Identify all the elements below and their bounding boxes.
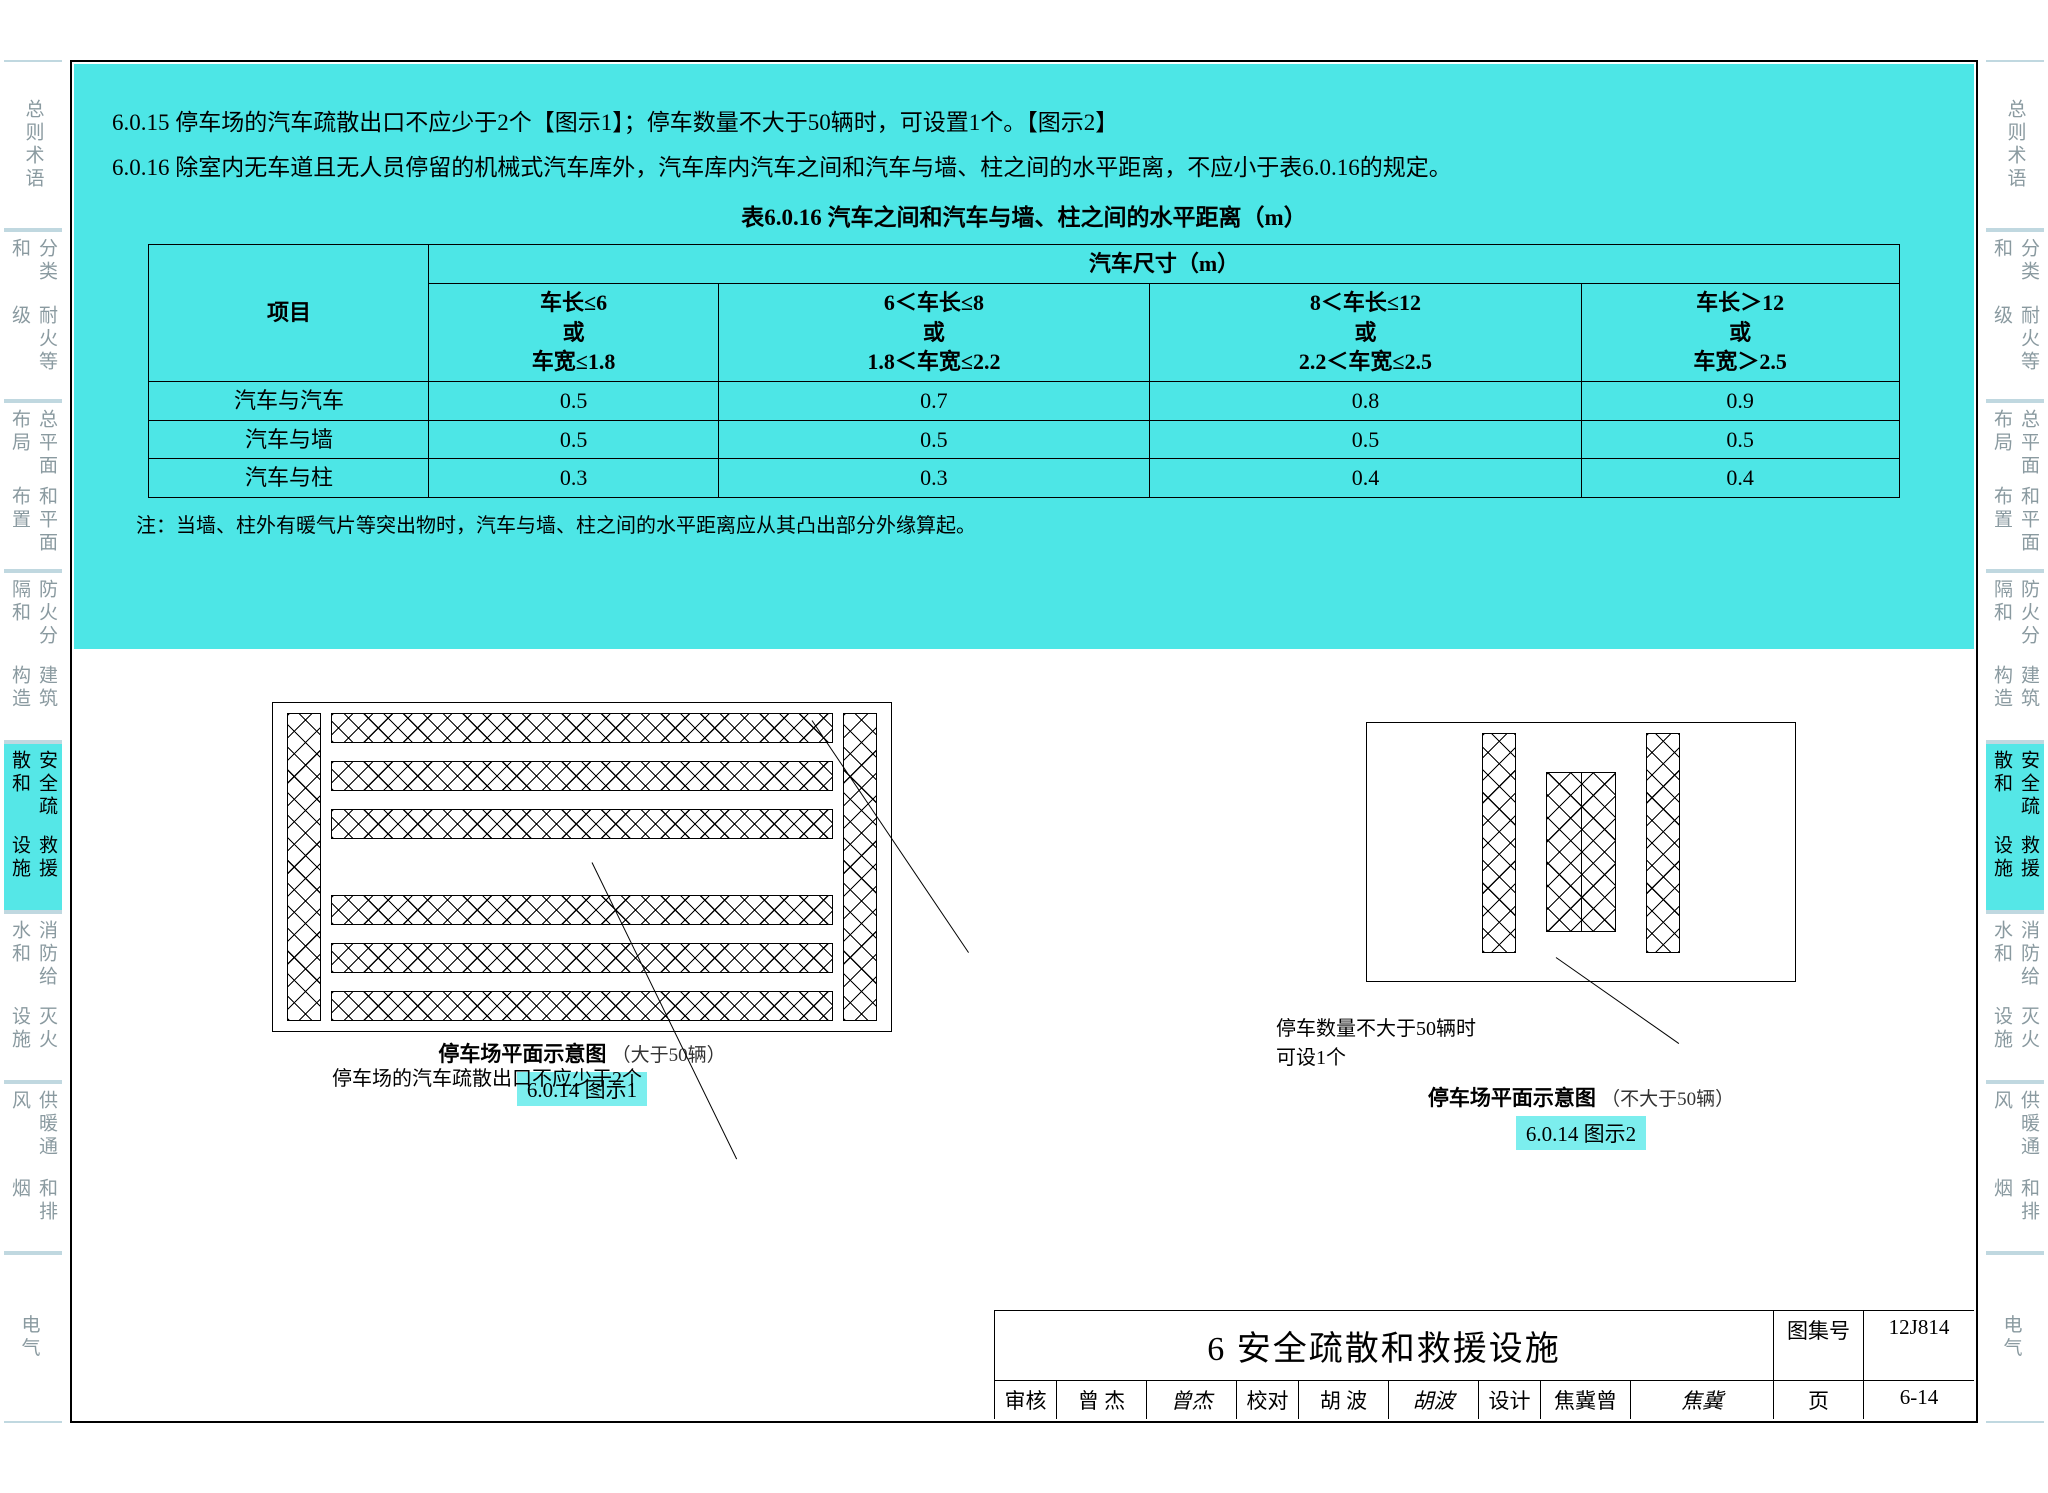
parking-row-center — [1546, 772, 1616, 932]
cell: 0.4 — [1581, 459, 1899, 498]
side-tab[interactable]: 分类和耐火等级 — [1986, 230, 2044, 400]
row-name: 汽车与墙 — [149, 420, 429, 459]
col-head: 汽车尺寸（m） — [429, 245, 1899, 284]
diagram-area: 停车场的汽车疏散出口不应少于2个 停车场平面示意图 （大于50辆） 6.0.14… — [112, 702, 1936, 1301]
side-tabs-right: 总则术语分类和耐火等级总平面布局和平面布置防火分隔和建筑构造安全疏散和救援设施消… — [1986, 60, 2044, 1423]
side-tab[interactable]: 总平面布局和平面布置 — [1986, 401, 2044, 571]
check-label: 校对 — [1237, 1381, 1299, 1419]
callout-2: 停车数量不大于50辆时 可设1个 — [1276, 1012, 1476, 1070]
parking-lot-2 — [1366, 722, 1796, 982]
cell: 0.8 — [1150, 381, 1582, 420]
side-tab[interactable]: 总则术语 — [4, 60, 62, 230]
side-tab[interactable]: 供暖通风和排烟 — [1986, 1082, 2044, 1252]
design-sign: 焦冀 — [1631, 1381, 1774, 1419]
title-block: 6 安全疏散和救援设施 图集号 12J814 审核 曾 杰 曾杰 校对 胡 波 … — [994, 1310, 1974, 1419]
side-tab[interactable]: 消防给水和灭火设施 — [4, 912, 62, 1082]
parking-row-vertical — [843, 713, 877, 1021]
table-note: 注：当墙、柱外有暖气片等突出物时，汽车与墙、柱之间的水平距离应从其凸出部分外缘算… — [136, 508, 1936, 544]
cell: 0.5 — [1581, 420, 1899, 459]
cell: 0.3 — [718, 459, 1150, 498]
cell: 0.5 — [1150, 420, 1582, 459]
diagram-2: 停车数量不大于50辆时 可设1个 停车场平面示意图 （不大于50辆） 6.0.1… — [1366, 722, 1796, 1150]
side-tab[interactable]: 电气 — [1986, 1253, 2044, 1423]
parking-row-vertical — [1482, 733, 1516, 953]
design-name: 焦冀曾 — [1541, 1381, 1631, 1419]
parking-row-vertical — [287, 713, 321, 1021]
page-no: 6-14 — [1864, 1381, 1974, 1419]
parking-row — [331, 809, 833, 839]
side-tab[interactable]: 防火分隔和建筑构造 — [4, 571, 62, 741]
side-tab[interactable]: 供暖通风和排烟 — [4, 1082, 62, 1252]
figure-no-2: 6.0.14 图示2 — [1516, 1116, 1646, 1150]
col-spec: 8＜车长≤12 或 2.2＜车宽≤2.5 — [1150, 283, 1582, 381]
side-tab[interactable]: 分类和耐火等级 — [4, 230, 62, 400]
side-tab[interactable]: 安全疏散和救援设施 — [1986, 742, 2044, 912]
parking-row — [331, 761, 833, 791]
clause-6-0-16: 6.0.16 除室内无车道且无人员停留的机械式汽车库外，汽车库内汽车之间和汽车与… — [112, 147, 1936, 188]
page-label: 页 — [1774, 1381, 1864, 1419]
callout-1: 停车场的汽车疏散出口不应少于2个 — [332, 1062, 642, 1091]
parking-lot-1 — [272, 702, 892, 1032]
cell: 0.9 — [1581, 381, 1899, 420]
review-name: 曾 杰 — [1057, 1381, 1147, 1419]
side-tab[interactable]: 电气 — [4, 1253, 62, 1423]
atlas-label: 图集号 — [1774, 1311, 1864, 1380]
table-6-0-16: 项目 汽车尺寸（m） 车长≤6 或 车宽≤1.86＜车长≤8 或 1.8＜车宽≤… — [148, 244, 1899, 498]
cell: 0.5 — [429, 420, 718, 459]
table-row: 汽车与墙0.50.50.50.5 — [149, 420, 1899, 459]
parking-row — [331, 991, 833, 1021]
col-spec: 车长≤6 或 车宽≤1.8 — [429, 283, 718, 381]
signoff-row: 审核 曾 杰 曾杰 校对 胡 波 胡波 设计 焦冀曾 焦冀 页 6-14 — [995, 1380, 1974, 1419]
parking-row — [331, 713, 833, 743]
cell: 0.5 — [718, 420, 1150, 459]
cell: 0.4 — [1150, 459, 1582, 498]
side-tab[interactable]: 总平面布局和平面布置 — [4, 401, 62, 571]
cell: 0.3 — [429, 459, 718, 498]
parking-row — [331, 895, 833, 925]
table-row: 汽车与汽车0.50.70.80.9 — [149, 381, 1899, 420]
review-label: 审核 — [995, 1381, 1057, 1419]
table-row: 汽车与柱0.30.30.40.4 — [149, 459, 1899, 498]
diagram-2-title: 停车场平面示意图 （不大于50辆） — [1366, 1082, 1796, 1112]
side-tab[interactable]: 总则术语 — [1986, 60, 2044, 230]
d2-title-text: 停车场平面示意图 — [1428, 1086, 1596, 1110]
review-sign: 曾杰 — [1147, 1381, 1237, 1419]
row-name: 汽车与汽车 — [149, 381, 429, 420]
atlas-no: 12J814 — [1864, 1311, 1974, 1380]
check-name: 胡 波 — [1299, 1381, 1389, 1419]
row-name: 汽车与柱 — [149, 459, 429, 498]
parking-row — [331, 943, 833, 973]
diagram-1: 停车场的汽车疏散出口不应少于2个 停车场平面示意图 （大于50辆） 6.0.14… — [272, 702, 892, 1106]
side-tab[interactable]: 消防给水和灭火设施 — [1986, 912, 2044, 1082]
check-sign: 胡波 — [1389, 1381, 1479, 1419]
design-label: 设计 — [1479, 1381, 1541, 1419]
side-tabs-left: 总则术语分类和耐火等级总平面布局和平面布置防火分隔和建筑构造安全疏散和救援设施消… — [4, 60, 62, 1423]
table-caption: 表6.0.16 汽车之间和汽车与墙、柱之间的水平距离（m） — [112, 197, 1936, 238]
col-spec: 车长＞12 或 车宽＞2.5 — [1581, 283, 1899, 381]
cell: 0.7 — [718, 381, 1150, 420]
d2-sub: （不大于50辆） — [1601, 1089, 1734, 1110]
row-head: 项目 — [149, 245, 429, 382]
clause-6-0-15: 6.0.15 停车场的汽车疏散出口不应少于2个【图示1】；停车数量不大于50辆时… — [112, 102, 1936, 143]
side-tab[interactable]: 安全疏散和救援设施 — [4, 742, 62, 912]
sheet-title: 6 安全疏散和救援设施 — [995, 1311, 1774, 1380]
col-spec: 6＜车长≤8 或 1.8＜车宽≤2.2 — [718, 283, 1150, 381]
drawing-frame: 6.0.15 停车场的汽车疏散出口不应少于2个【图示1】；停车数量不大于50辆时… — [70, 60, 1978, 1423]
cell: 0.5 — [429, 381, 718, 420]
parking-row-vertical — [1646, 733, 1680, 953]
side-tab[interactable]: 防火分隔和建筑构造 — [1986, 571, 2044, 741]
